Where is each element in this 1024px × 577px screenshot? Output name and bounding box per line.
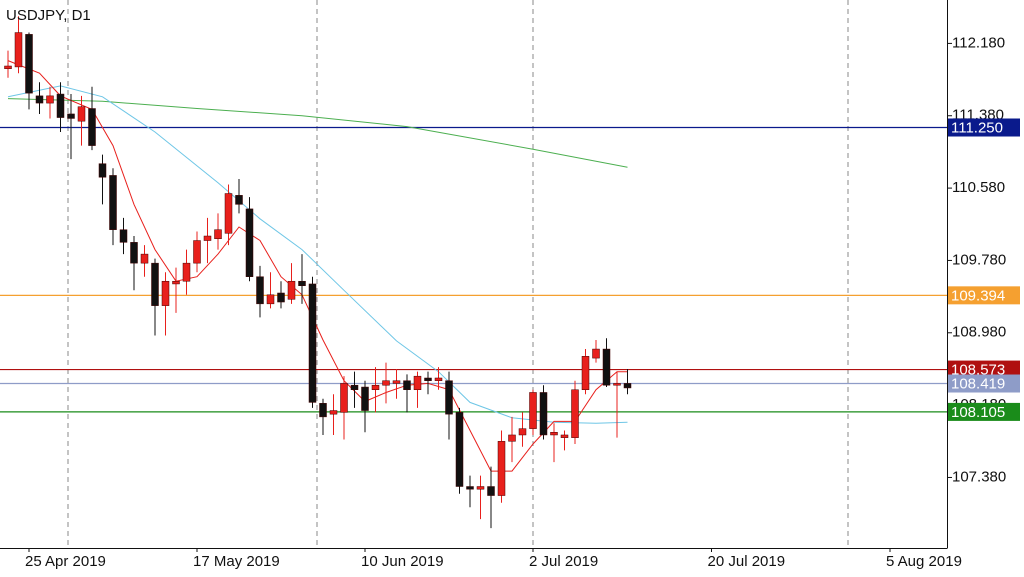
moving-average-line bbox=[7, 60, 628, 472]
candle-body bbox=[88, 108, 96, 146]
candle-body bbox=[382, 380, 390, 386]
candle-body bbox=[518, 428, 527, 436]
axes: 112.180111.380110.580109.780108.980108.1… bbox=[25, 34, 1020, 570]
candle-body bbox=[203, 235, 212, 241]
y-tick-label: 107.380 bbox=[952, 468, 1006, 485]
candle-body bbox=[508, 434, 516, 442]
level-label: 111.250 bbox=[951, 119, 1003, 136]
chart-title: USDJPY, D1 bbox=[6, 7, 91, 24]
y-tick-label: 108.980 bbox=[952, 324, 1006, 341]
candle-body bbox=[151, 262, 159, 306]
moving-average-line bbox=[7, 98, 628, 168]
candle-body bbox=[340, 383, 348, 413]
x-tick-label: 2 Jul 2019 bbox=[529, 553, 598, 570]
candle-body bbox=[67, 113, 75, 119]
candle-body bbox=[539, 392, 548, 436]
candle-body bbox=[371, 384, 380, 390]
candle-body bbox=[392, 380, 401, 384]
candle-body bbox=[413, 375, 422, 390]
candle-body bbox=[623, 383, 632, 389]
candle-body bbox=[266, 294, 275, 305]
candle-body bbox=[571, 389, 579, 438]
candle-body bbox=[455, 412, 464, 487]
candle-body bbox=[224, 193, 233, 234]
level-label: 108.573 bbox=[951, 362, 1005, 379]
level-label-box bbox=[948, 402, 1020, 421]
y-tick-label: 109.780 bbox=[952, 251, 1006, 268]
candle-body bbox=[182, 262, 191, 282]
candle-body bbox=[361, 386, 369, 411]
level-label: 109.394 bbox=[951, 287, 1005, 304]
candle-body bbox=[35, 95, 44, 104]
candle-body bbox=[56, 93, 65, 118]
candle-body bbox=[445, 380, 453, 415]
x-tick-label: 10 Jun 2019 bbox=[361, 553, 444, 570]
candle-body bbox=[298, 280, 306, 287]
x-tick-label: 20 Jul 2019 bbox=[708, 553, 786, 570]
candle-body bbox=[592, 348, 600, 359]
candle-body bbox=[287, 280, 296, 300]
candle-body bbox=[602, 348, 611, 386]
candle-body bbox=[140, 253, 149, 264]
candle-body bbox=[25, 34, 33, 94]
candle-body bbox=[350, 384, 359, 390]
candle-body bbox=[130, 242, 138, 264]
candle-body bbox=[319, 403, 327, 418]
level-label-box bbox=[948, 286, 1020, 305]
candle-body bbox=[256, 276, 264, 305]
level-label: 108.419 bbox=[951, 375, 1005, 392]
level-label-box bbox=[948, 374, 1020, 393]
candle-body bbox=[193, 240, 201, 264]
candle-body bbox=[245, 208, 254, 277]
candle-body bbox=[613, 383, 621, 386]
candle-body bbox=[161, 280, 170, 306]
candle-body bbox=[277, 292, 285, 303]
candle-body bbox=[98, 163, 107, 178]
candle-body bbox=[214, 229, 222, 239]
candle-body bbox=[550, 432, 558, 436]
candle-body bbox=[424, 377, 432, 381]
candle-body bbox=[560, 434, 569, 438]
candle-body bbox=[497, 441, 506, 496]
candle-body bbox=[109, 175, 117, 230]
candle-body bbox=[172, 280, 180, 285]
level-label: 108.105 bbox=[951, 404, 1005, 421]
level-label-box bbox=[948, 360, 1020, 379]
x-tick-label: 5 Aug 2019 bbox=[886, 553, 962, 570]
candle-body bbox=[466, 486, 474, 490]
candle-body bbox=[529, 392, 537, 429]
level-label-box bbox=[948, 118, 1020, 137]
candle-body bbox=[308, 283, 317, 403]
candle-body bbox=[487, 486, 495, 496]
candle-body bbox=[235, 195, 243, 205]
candle-body bbox=[329, 410, 338, 415]
plot-area bbox=[0, 16, 947, 529]
candle-body bbox=[403, 380, 411, 390]
y-tick-label: 110.580 bbox=[952, 179, 1005, 196]
y-tick-label: 112.180 bbox=[952, 34, 1005, 51]
candle-body bbox=[77, 106, 86, 122]
candle-body bbox=[581, 356, 590, 390]
candle-body bbox=[46, 95, 54, 104]
x-tick-label: 25 Apr 2019 bbox=[25, 553, 106, 570]
candle-body bbox=[434, 377, 443, 381]
candle-body bbox=[14, 32, 23, 68]
x-tick-label: 17 May 2019 bbox=[193, 553, 280, 570]
candle-body bbox=[4, 65, 12, 69]
candle-body bbox=[476, 486, 485, 490]
candle-body bbox=[119, 229, 128, 243]
